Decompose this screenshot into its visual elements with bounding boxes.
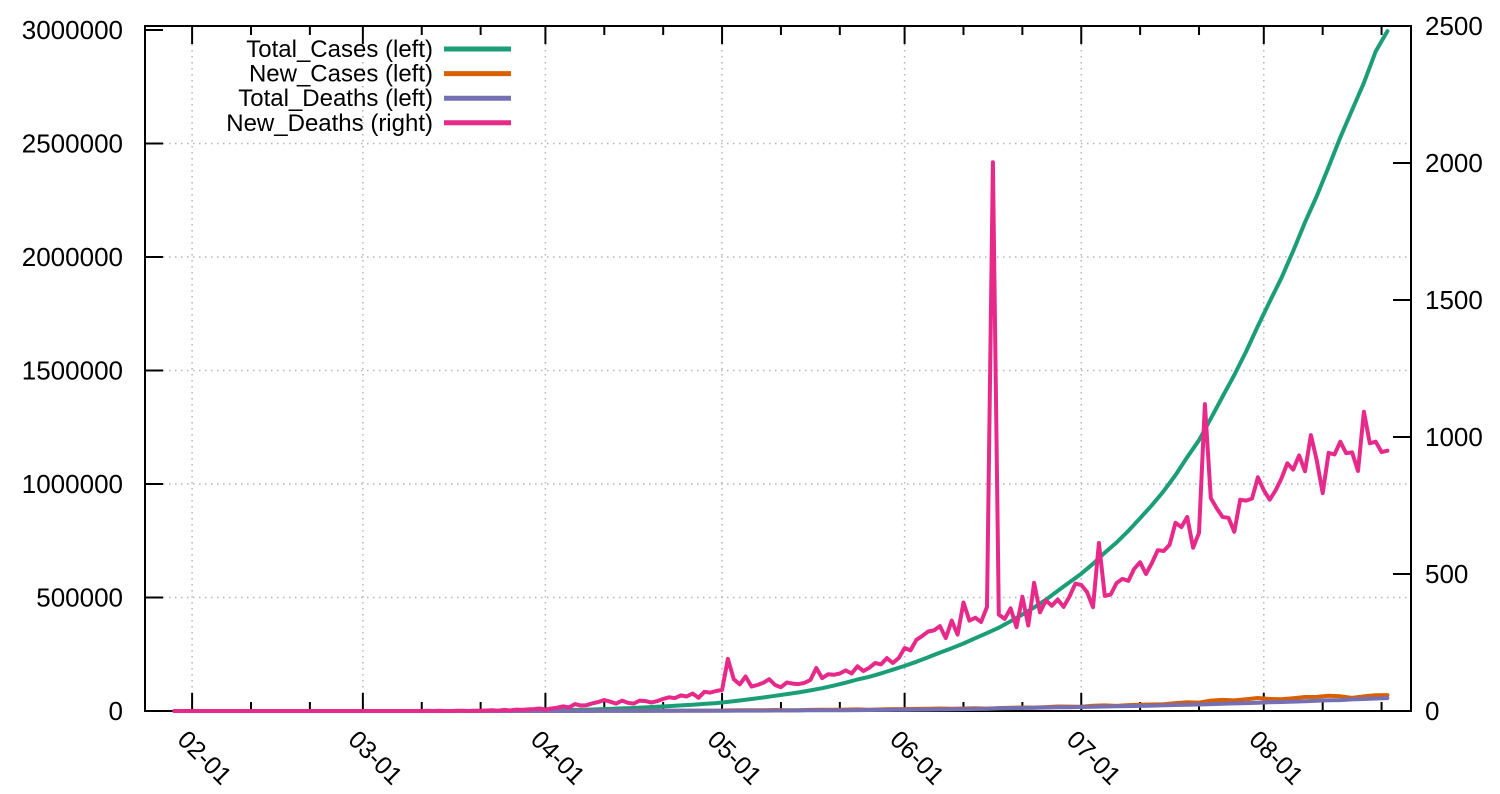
y-right-tick-label: 2000 [1425, 148, 1483, 178]
y-left-tick-label: 3000000 [22, 15, 123, 45]
gridlines [145, 26, 1411, 711]
y-left-tick-label: 1500000 [22, 356, 123, 386]
y-right-tick-label: 1500 [1425, 285, 1483, 315]
y-right-tick-label: 2500 [1425, 11, 1483, 41]
y-left-tick-labels: 0 500000 1000000 1500000 2000000 2500000 30000… [22, 15, 123, 726]
y-left-tick-label: 2500000 [22, 129, 123, 159]
y-left-tick-label: 2000000 [22, 242, 123, 272]
y-left-tick-label: 500000 [36, 583, 123, 613]
y-left-tick-label: 0 [109, 696, 123, 726]
series-new_deaths-line [172, 160, 1390, 713]
legend-label: Total_Deaths (left) [238, 85, 433, 112]
legend-label: New_Cases (left) [249, 61, 433, 88]
legend-entry-total_cases: Total_Cases (left) [246, 36, 511, 63]
y-right-tick-label: 1000 [1425, 422, 1483, 452]
legend-entry-total_deaths: Total_Deaths (left) [238, 85, 511, 112]
y-right-tick-label: 0 [1425, 696, 1439, 726]
legend-entry-new_cases: New_Cases (left) [249, 61, 511, 88]
y-right-tick-labels: 0 500 1000 1500 2000 2500 [1425, 11, 1483, 726]
y-left-tick-label: 1000000 [22, 469, 123, 499]
tick-marks [145, 25, 1411, 712]
legend-entry-new_deaths: New_Deaths (right) [226, 110, 511, 137]
legend-label: Total_Cases (left) [246, 36, 433, 63]
legend-label: New_Deaths (right) [226, 110, 433, 137]
series-lines [172, 29, 1390, 713]
legend: Total_Cases (left)New_Cases (left)Total_… [226, 36, 511, 137]
y-right-tick-label: 500 [1425, 559, 1468, 589]
